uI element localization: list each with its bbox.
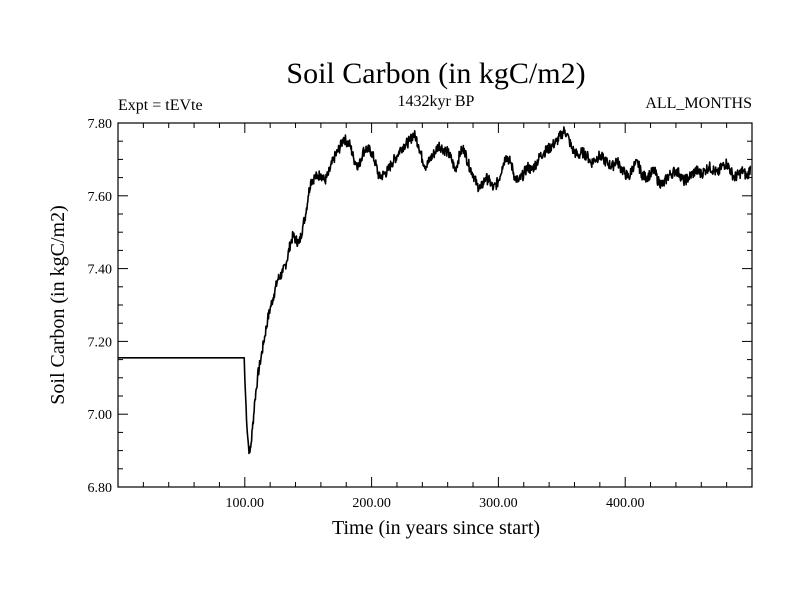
x-tick-label: 400.00 bbox=[606, 496, 645, 511]
series-group bbox=[118, 126, 752, 455]
y-tick-label: 6.80 bbox=[88, 481, 113, 496]
epoch-label: 1432kyr BP bbox=[398, 93, 475, 110]
x-tick-label: 200.00 bbox=[352, 496, 391, 511]
x-tick-label: 100.00 bbox=[226, 496, 265, 511]
y-axis-label: Soil Carbon (in kgC/m2) bbox=[47, 205, 69, 404]
axis-ticks bbox=[118, 122, 752, 488]
x-axis-label: Time (in years since start) bbox=[332, 517, 540, 539]
axis-tick-labels: 6.80 7.00 7.20 7.40 7.60 7.80 100.00 200.00 300.… bbox=[88, 117, 645, 511]
chart-title: Soil Carbon (in kgC/m2) bbox=[286, 57, 585, 90]
soil-carbon-series-line bbox=[118, 126, 752, 455]
experiment-label: Expt = tEVte bbox=[118, 97, 203, 114]
months-label: ALL_MONTHS bbox=[645, 95, 752, 112]
y-tick-label: 7.60 bbox=[88, 190, 113, 205]
x-tick-label: 300.00 bbox=[479, 496, 518, 511]
y-tick-label: 7.80 bbox=[88, 117, 113, 132]
y-tick-label: 7.00 bbox=[88, 408, 113, 423]
y-tick-label: 7.40 bbox=[88, 263, 113, 278]
y-tick-label: 7.20 bbox=[88, 335, 113, 350]
